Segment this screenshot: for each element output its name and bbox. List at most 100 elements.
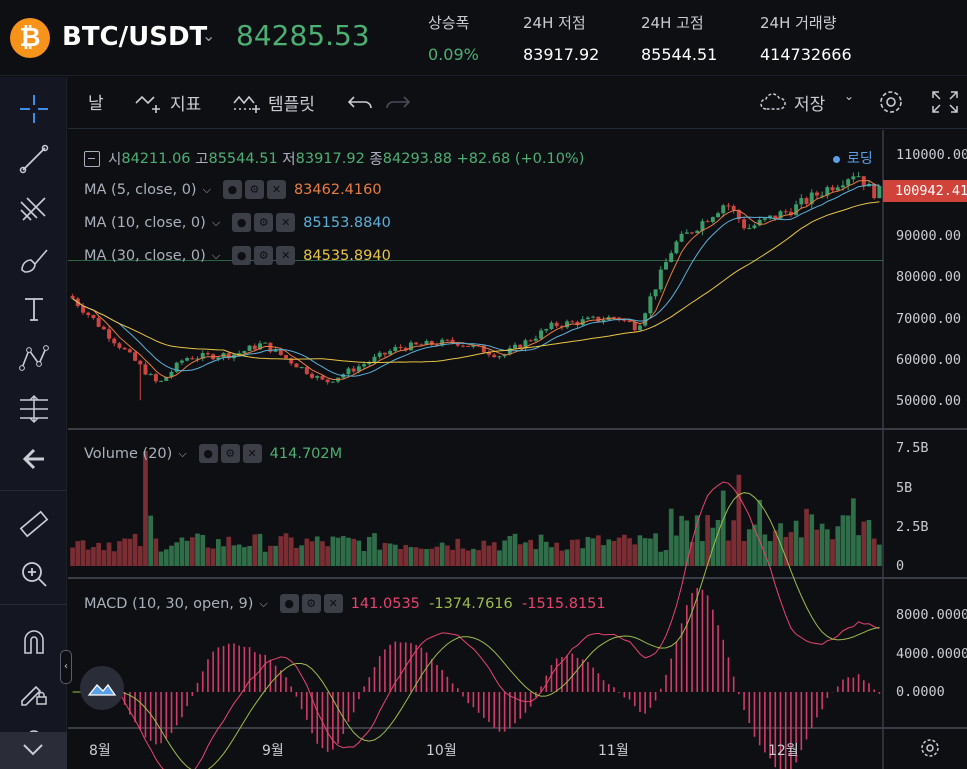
volume-bar [637,535,643,566]
volume-tick: 2.5B [896,519,929,535]
undo-button[interactable] [346,89,376,115]
gear-icon[interactable]: ⚙ [254,213,274,232]
gear-icon[interactable]: ⚙ [220,444,240,463]
candle-body [117,343,122,348]
candle-body [252,345,257,350]
save-button[interactable]: 저장 [758,89,825,115]
candle-body [731,205,736,211]
close-icon[interactable]: ✕ [276,246,296,265]
visibility-icon[interactable]: ● [232,213,252,232]
close-icon[interactable]: ✕ [242,444,262,463]
volume-bar [299,545,304,566]
candle-body [742,219,747,229]
last-price: 84285.53 [236,19,370,52]
lock-drawing-tool[interactable] [0,670,67,714]
visibility-icon[interactable]: ● [279,594,299,613]
zoom-tool[interactable] [0,552,67,596]
volume-bar [314,536,320,566]
volume-bar [793,520,799,566]
volume-bar [866,519,872,566]
price-tick: 80000.00 [896,269,962,285]
back-arrow-tool[interactable] [0,437,67,481]
candle-body [611,316,616,318]
chevron-down-icon[interactable]: ⌵ [259,596,268,610]
candle-body [877,185,882,199]
brush-tool[interactable] [0,237,67,281]
pattern-tool[interactable] [0,337,67,381]
redo-button[interactable] [382,89,412,115]
volume-bar [288,537,294,566]
chevron-down-icon[interactable]: ⌵ [211,248,221,262]
gear-icon[interactable]: ⚙ [301,594,321,613]
candle-body [788,211,793,216]
chart-canvas[interactable] [68,130,967,769]
volume-bar [148,515,154,566]
expand-toolbar-button[interactable] [0,732,67,769]
ma10-legend[interactable]: MA (10, close, 0) ⌵ ● ⚙ ✕ 85153.8840 [84,213,391,232]
save-dropdown-icon[interactable]: ⌄ [844,89,855,103]
visibility-icon[interactable]: ● [198,444,218,463]
crosshair-tool[interactable] [0,87,67,131]
visibility-icon[interactable]: ● [232,246,252,265]
measure-tool[interactable] [0,387,67,431]
volume-bar [767,541,773,566]
fullscreen-button[interactable] [930,89,960,115]
volume-bar [554,542,560,566]
chevron-down-icon[interactable]: ⌄ [202,26,216,45]
candle-body [408,342,413,351]
templates-button[interactable]: 템플릿 [232,89,315,115]
volume-bar [497,550,502,566]
close-icon[interactable]: ✕ [323,594,343,613]
macd-legend[interactable]: MACD (10, 30, open, 9) ⌵ ● ⚙ ✕ 141.0535 -13… [84,594,606,613]
chevron-down-icon [23,744,43,756]
close-icon[interactable]: ✕ [276,213,296,232]
chevron-down-icon[interactable]: ⌵ [178,446,187,460]
toolbar-divider [0,604,67,605]
volume-bar [736,474,742,566]
candle-body [367,362,372,365]
price-tick: 60000.00 [896,352,962,368]
ruler-icon [19,510,48,538]
collapse-legend-icon[interactable] [84,150,100,167]
ma5-legend[interactable]: MA (5, close, 0) ⌵ ● ⚙ ✕ 83462.4160 [84,180,382,199]
tradingview-logo[interactable] [80,666,124,710]
interval-button[interactable]: 날 [88,94,104,114]
settings-button[interactable] [876,89,906,115]
magnet-tool[interactable] [0,620,67,664]
candle-body [112,338,117,344]
trendline-tool[interactable] [0,137,67,181]
close-icon[interactable]: ✕ [266,180,286,199]
ma30-legend[interactable]: MA (30, close, 0) ⌵ ● ⚙ ✕ 84535.8940 [84,246,391,265]
candle-body [768,215,773,219]
trading-pair[interactable]: BTC/USDT [62,22,208,52]
chevron-down-icon[interactable]: ⌵ [211,215,221,229]
candle-body [195,358,200,360]
text-tool[interactable] [0,287,67,331]
indicators-button[interactable]: 지표 [134,89,201,115]
fib-tool[interactable] [0,187,67,231]
ruler-tool[interactable] [0,502,67,546]
volume-bar [309,541,315,566]
gear-icon[interactable]: ⚙ [254,246,274,265]
zoom-in-icon [21,562,47,587]
volume-bar [439,542,445,566]
visibility-icon[interactable]: ● [222,180,242,199]
volume-bar [398,549,403,566]
volume-legend[interactable]: Volume (20) ⌵ ● ⚙ ✕ 414.702M [84,444,343,463]
volume-bar [372,533,377,566]
volume-bar [75,541,81,566]
chart-area[interactable]: 시 84211.06 고 85544.51 저 83917.92 종 84293.88 … [60,130,967,769]
volume-bar [606,539,612,566]
collapse-toolbar-button[interactable]: ‹ [60,650,72,684]
chart-toolbar: 날 지표 템플릿 저장 ⌄ [68,77,967,129]
candle-body [362,364,367,367]
volume-bar [616,537,622,566]
timezone-settings-button[interactable] [919,737,941,763]
candle-body [169,371,174,377]
volume-bar [517,544,523,566]
volume-bar [856,535,861,566]
chevron-down-icon[interactable]: ⌵ [202,182,211,196]
candle-body [752,225,757,229]
candle-body [127,349,132,353]
gear-icon[interactable]: ⚙ [244,180,264,199]
